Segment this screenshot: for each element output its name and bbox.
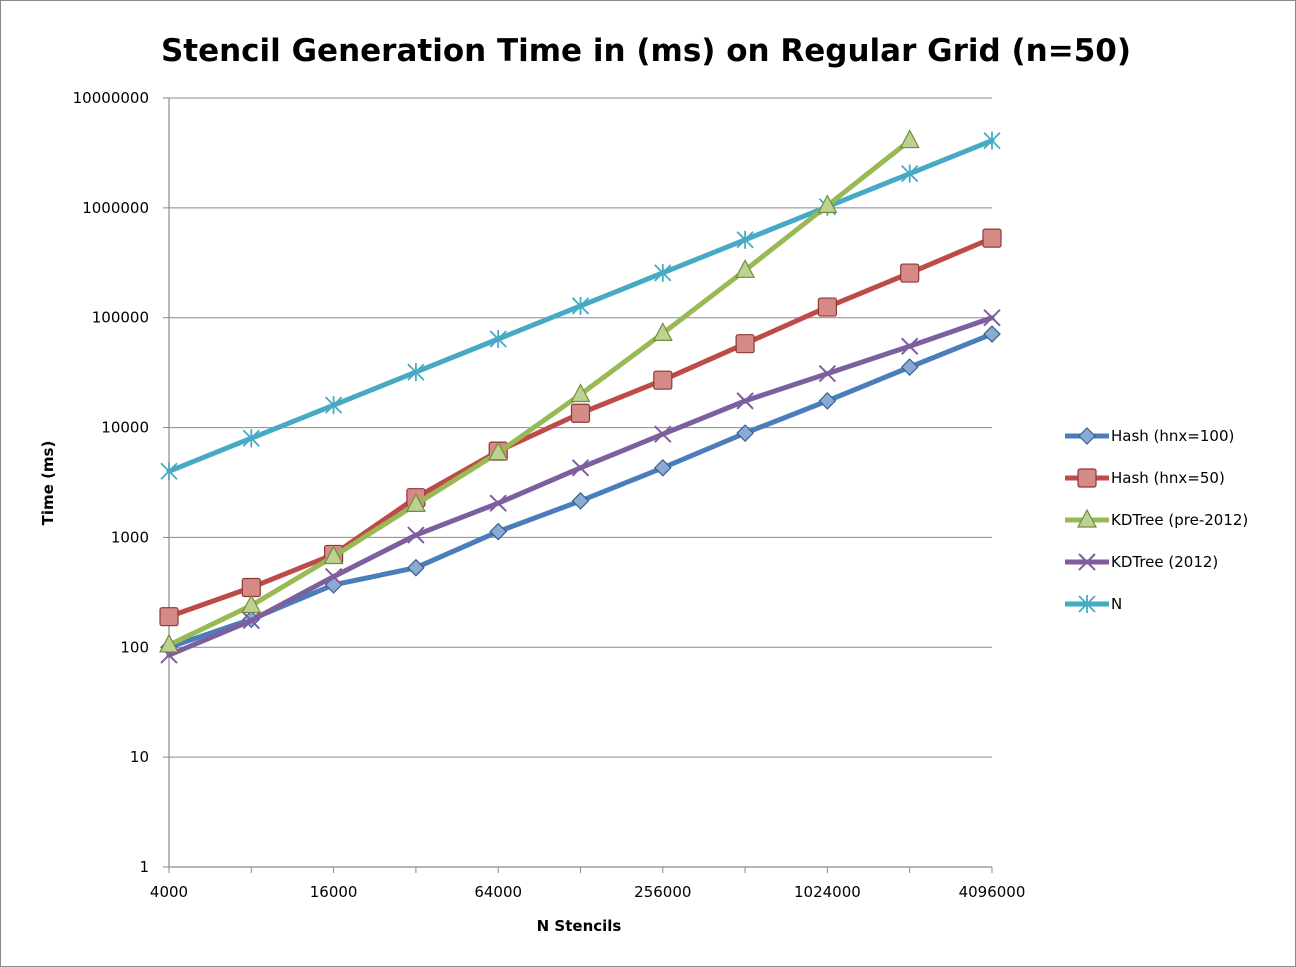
data-point <box>570 403 591 423</box>
data-point <box>242 611 261 630</box>
y-tick-label: 100 <box>120 638 149 656</box>
data-point <box>735 334 755 354</box>
legend-marker <box>1077 468 1097 488</box>
data-point <box>488 441 509 461</box>
y-tick-label: 10000000 <box>73 89 149 107</box>
data-point <box>901 164 919 183</box>
data-point <box>407 363 425 382</box>
data-point <box>241 594 262 614</box>
data-point <box>489 522 508 541</box>
x-tick-label: 4000 <box>150 883 188 901</box>
series-n <box>160 131 1001 481</box>
x-tick-label: 256000 <box>634 883 691 901</box>
data-point <box>570 383 591 403</box>
data-point <box>818 392 837 410</box>
data-point <box>983 131 1001 150</box>
x-tick-label: 1024000 <box>794 883 861 901</box>
legend-item: KDTree (2012) <box>1065 553 1218 571</box>
series-kdtree-2012 <box>160 309 1001 664</box>
data-point <box>818 364 837 383</box>
data-point <box>489 494 507 512</box>
data-point <box>736 230 754 249</box>
series-hash-hnx-100 <box>160 325 1001 657</box>
data-point <box>652 322 673 341</box>
legend-item: KDTree (pre-2012) <box>1065 508 1248 529</box>
x-axis-title: N Stencils <box>537 917 622 935</box>
axis-layer: 1 10 100 1000 10000 100000 1000000 10000000 4000… <box>73 89 1026 901</box>
data-point <box>159 607 179 627</box>
legend-label: Hash (hnx=50) <box>1111 469 1225 487</box>
legend-marker <box>1078 427 1096 445</box>
y-tick-label: 1000 <box>111 528 149 546</box>
data-point <box>242 429 260 448</box>
series-line <box>166 138 913 648</box>
data-point <box>900 337 919 355</box>
data-point <box>324 396 343 415</box>
data-point <box>654 425 672 443</box>
data-point <box>571 459 590 477</box>
data-point <box>653 370 673 390</box>
legend-item: Hash (hnx=100) <box>1065 427 1234 445</box>
data-point <box>159 633 179 653</box>
data-point <box>654 263 672 282</box>
data-point <box>735 259 756 278</box>
legend-marker <box>1078 553 1096 571</box>
data-point <box>323 545 344 565</box>
y-tick-label: 1000000 <box>82 199 149 217</box>
y-tick-label: 100000 <box>92 309 149 327</box>
data-point <box>407 558 425 577</box>
y-axis-title: Time (ms) <box>39 441 57 526</box>
data-point <box>736 392 754 410</box>
legend-marker <box>1077 508 1097 528</box>
data-point <box>571 296 590 315</box>
data-point <box>899 129 920 149</box>
series-kdtree-pre-2012 <box>159 129 920 653</box>
data-point <box>900 263 920 283</box>
x-tick-label: 64000 <box>474 883 522 901</box>
data-point <box>983 309 1001 327</box>
data-point <box>817 297 838 317</box>
chart-title: Stencil Generation Time in (ms) on Regul… <box>161 33 1131 69</box>
legend-label: KDTree (2012) <box>1111 553 1218 571</box>
data-point <box>489 330 507 349</box>
legend-label: N <box>1111 595 1122 613</box>
data-point <box>817 194 838 214</box>
data-point <box>736 424 754 442</box>
data-point <box>241 577 261 598</box>
data-point <box>405 493 426 512</box>
legend-label: KDTree (pre-2012) <box>1111 511 1248 529</box>
y-tick-label: 10000 <box>101 419 149 437</box>
data-point <box>324 567 343 586</box>
data-point <box>983 325 1001 343</box>
legend-item: Hash (hnx=50) <box>1065 468 1225 488</box>
y-tick-label: 1 <box>139 858 149 876</box>
data-point <box>982 228 1002 248</box>
data-point <box>653 458 672 477</box>
x-tick-label: 16000 <box>310 883 358 901</box>
data-point <box>407 526 425 544</box>
legend-item: N <box>1065 595 1122 613</box>
grid-layer <box>169 97 992 758</box>
legend-label: Hash (hnx=100) <box>1111 427 1234 445</box>
data-point <box>571 492 590 510</box>
series-layer <box>159 129 1002 664</box>
data-point <box>160 462 178 481</box>
legend: Hash (hnx=100) Hash (hnx=50) KDTree (pre-2… <box>1065 427 1248 613</box>
x-tick-label: 4096000 <box>959 883 1026 901</box>
data-point <box>900 358 919 376</box>
y-tick-label: 10 <box>130 748 149 766</box>
legend-marker <box>1078 595 1096 613</box>
